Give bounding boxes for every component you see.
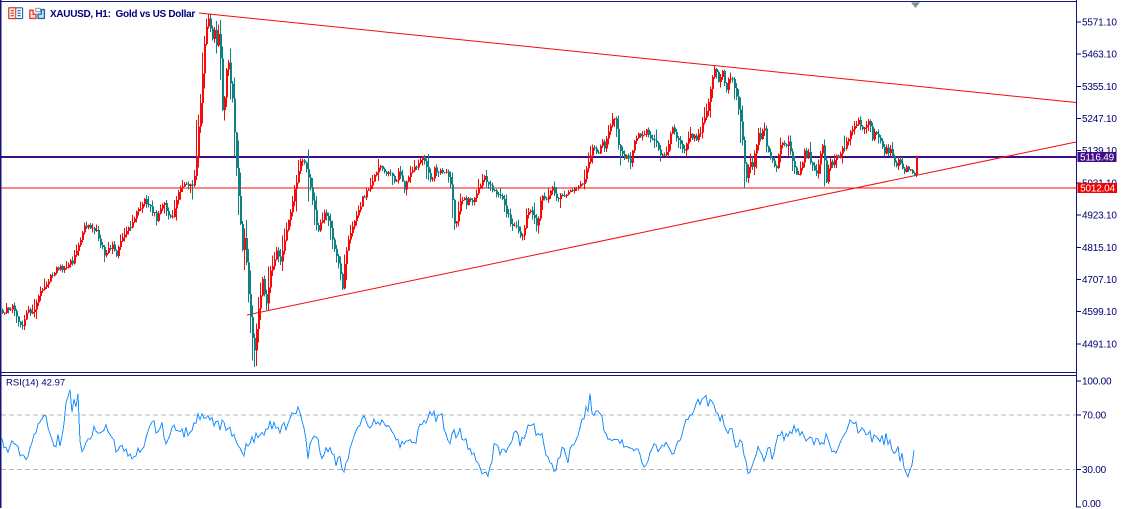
svg-text:70.00: 70.00 xyxy=(1082,411,1107,422)
svg-text:5116.49: 5116.49 xyxy=(1080,153,1115,164)
svg-text:100.00: 100.00 xyxy=(1082,376,1112,387)
svg-text:4491.10: 4491.10 xyxy=(1082,339,1117,350)
svg-text:XAUUSD, H1: Gold vs US Dollar: XAUUSD, H1: Gold vs US Dollar xyxy=(50,9,195,20)
svg-text:5247.10: 5247.10 xyxy=(1082,114,1117,125)
svg-text:5012.04: 5012.04 xyxy=(1080,183,1115,194)
svg-text:0.00: 0.00 xyxy=(1082,499,1101,509)
svg-text:4923.10: 4923.10 xyxy=(1082,211,1117,222)
svg-text:5139.10: 5139.10 xyxy=(1082,146,1117,157)
svg-text:RSI(14) 42.97: RSI(14) 42.97 xyxy=(6,378,65,389)
svg-text:5571.10: 5571.10 xyxy=(1082,17,1117,28)
svg-text:4707.10: 4707.10 xyxy=(1082,275,1117,286)
svg-text:5355.10: 5355.10 xyxy=(1082,82,1117,93)
svg-text:30.00: 30.00 xyxy=(1082,465,1107,476)
svg-text:4599.10: 4599.10 xyxy=(1082,307,1117,318)
svg-text:5463.10: 5463.10 xyxy=(1082,50,1117,61)
svg-text:4815.10: 4815.10 xyxy=(1082,243,1117,254)
